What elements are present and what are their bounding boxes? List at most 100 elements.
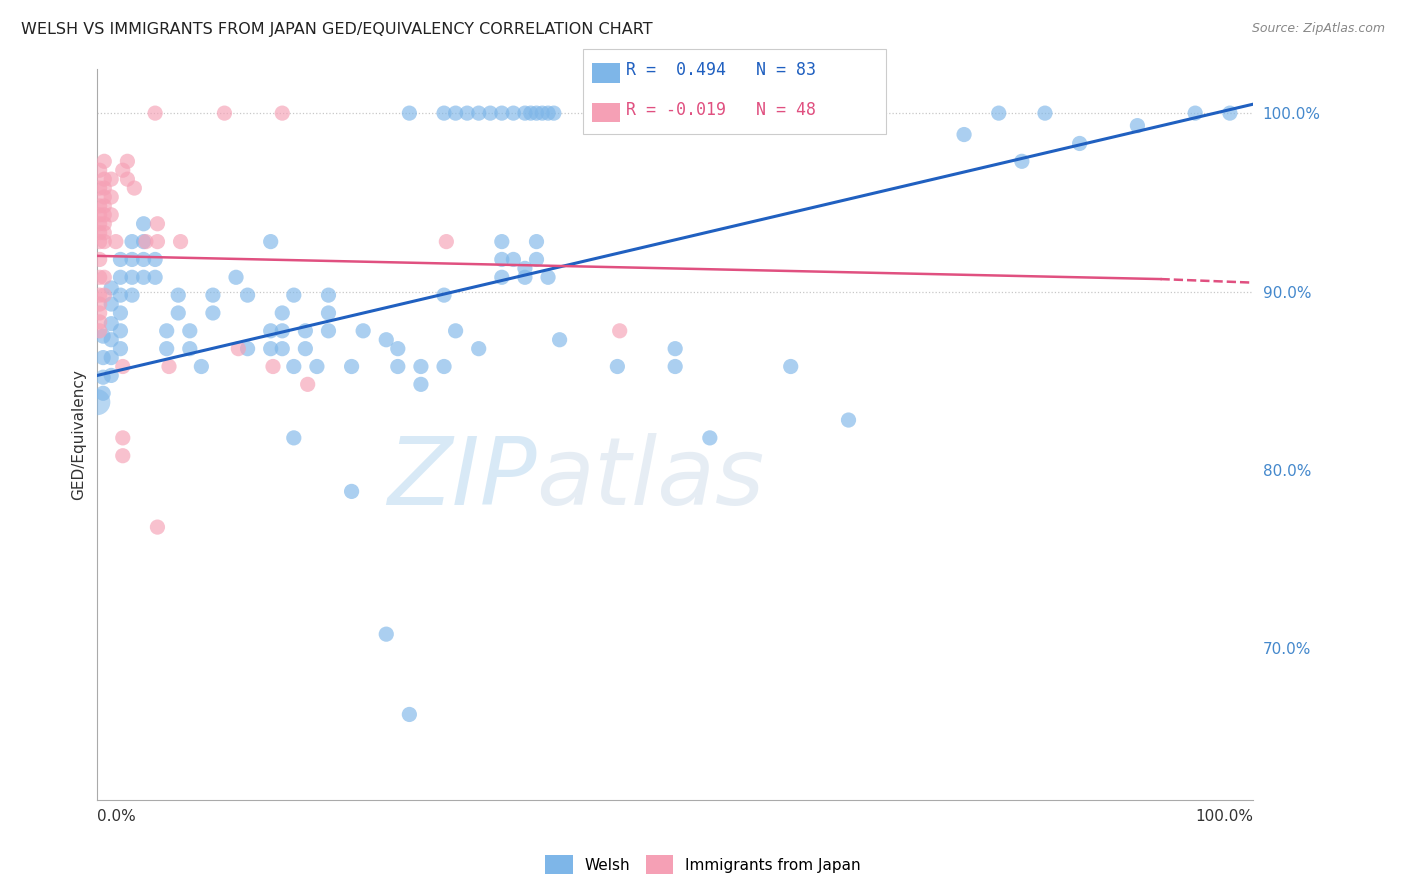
Text: R =  0.494   N = 83: R = 0.494 N = 83	[626, 62, 815, 79]
Text: WELSH VS IMMIGRANTS FROM JAPAN GED/EQUIVALENCY CORRELATION CHART: WELSH VS IMMIGRANTS FROM JAPAN GED/EQUIV…	[21, 22, 652, 37]
Point	[352, 324, 374, 338]
Point	[93, 190, 115, 204]
Point	[93, 199, 115, 213]
Point	[519, 106, 541, 120]
Point	[526, 235, 548, 249]
Point	[779, 359, 801, 374]
Point	[100, 208, 122, 222]
Point	[86, 395, 108, 409]
Point	[201, 288, 224, 302]
Point	[1033, 106, 1056, 120]
Point	[93, 172, 115, 186]
Point	[1219, 106, 1241, 120]
Point	[169, 235, 191, 249]
Point	[89, 199, 111, 213]
Point	[433, 359, 456, 374]
Point	[110, 306, 132, 320]
Point	[398, 106, 420, 120]
Point	[89, 235, 111, 249]
Point	[89, 270, 111, 285]
Point	[375, 333, 398, 347]
Point	[121, 288, 143, 302]
Point	[398, 707, 420, 722]
Point	[444, 324, 467, 338]
Point	[271, 342, 294, 356]
Point	[89, 315, 111, 329]
Point	[434, 235, 457, 249]
Point	[89, 217, 111, 231]
Legend: Welsh, Immigrants from Japan: Welsh, Immigrants from Japan	[538, 849, 868, 880]
Point	[467, 106, 489, 120]
Point	[117, 154, 139, 169]
Point	[537, 270, 560, 285]
Point	[179, 324, 201, 338]
Point	[135, 235, 157, 249]
Point	[110, 342, 132, 356]
Point	[104, 235, 127, 249]
Point	[491, 235, 513, 249]
Point	[444, 106, 467, 120]
Point	[271, 324, 294, 338]
Point	[132, 235, 155, 249]
Point	[89, 252, 111, 267]
Point	[491, 106, 513, 120]
Point	[167, 288, 190, 302]
Point	[93, 226, 115, 240]
Point	[479, 106, 502, 120]
Point	[283, 359, 305, 374]
Point	[699, 431, 721, 445]
Point	[340, 359, 363, 374]
Point	[143, 106, 166, 120]
Point	[93, 235, 115, 249]
Point	[179, 342, 201, 356]
Point	[121, 252, 143, 267]
Text: 100.0%: 100.0%	[1195, 809, 1253, 824]
Point	[294, 324, 316, 338]
Point	[502, 106, 524, 120]
Point	[91, 370, 114, 384]
Point	[837, 413, 859, 427]
Point	[124, 181, 146, 195]
Point	[543, 106, 565, 120]
Point	[409, 359, 432, 374]
Point	[100, 172, 122, 186]
Point	[375, 627, 398, 641]
Point	[409, 377, 432, 392]
Point	[89, 208, 111, 222]
Point	[93, 270, 115, 285]
Point	[271, 306, 294, 320]
Point	[283, 288, 305, 302]
Point	[146, 520, 169, 534]
Point	[91, 351, 114, 365]
Point	[190, 359, 212, 374]
Point	[283, 431, 305, 445]
Point	[228, 342, 250, 356]
Point	[1011, 154, 1033, 169]
Point	[387, 342, 409, 356]
Text: Source: ZipAtlas.com: Source: ZipAtlas.com	[1251, 22, 1385, 36]
Point	[214, 106, 236, 120]
Point	[513, 106, 536, 120]
Point	[156, 342, 179, 356]
Point	[100, 333, 122, 347]
Point	[387, 359, 409, 374]
Point	[89, 297, 111, 311]
Point	[89, 226, 111, 240]
Point	[91, 329, 114, 343]
Point	[548, 333, 571, 347]
Point	[93, 181, 115, 195]
Point	[513, 270, 536, 285]
Point	[132, 252, 155, 267]
Text: 0.0%: 0.0%	[97, 809, 136, 824]
Point	[606, 359, 628, 374]
Point	[433, 106, 456, 120]
Point	[433, 288, 456, 302]
Point	[89, 163, 111, 178]
Point	[260, 324, 283, 338]
Point	[531, 106, 554, 120]
Point	[467, 342, 489, 356]
Point	[93, 217, 115, 231]
Point	[513, 261, 536, 276]
Point	[143, 252, 166, 267]
Point	[100, 190, 122, 204]
